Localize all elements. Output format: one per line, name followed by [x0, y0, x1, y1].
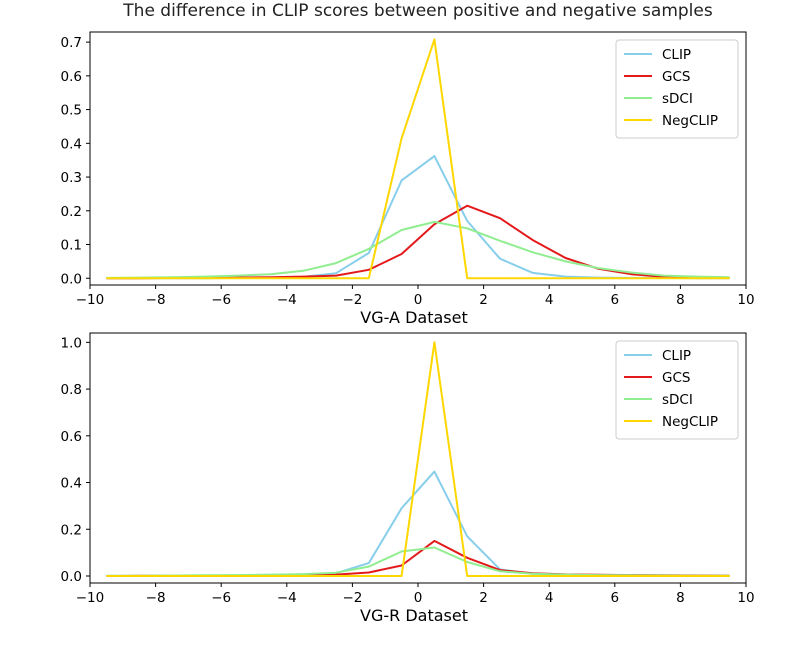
x-tick-label: −8	[146, 292, 166, 308]
x-tick-label: 6	[611, 292, 620, 308]
series-line-negclip	[106, 341, 730, 577]
chart-panel-vg-a: −10 −8 −6 −4 −2 0 2 4 6 8 10 0.0 0.1 0.2 0.3 0.4 0.5 0.6 0…	[61, 31, 755, 327]
y-tick-label: 0.3	[61, 170, 82, 186]
x-tick-label: −8	[146, 590, 166, 606]
legend-label-gcs: GCS	[662, 370, 690, 386]
x-tick-label: −4	[277, 590, 297, 606]
x-tick-label: −4	[277, 292, 297, 308]
legend	[615, 39, 739, 139]
series-line-sdci	[106, 546, 730, 577]
y-tick-label: 0.8	[61, 382, 82, 398]
figure-title: The difference in CLIP scores between po…	[122, 1, 713, 21]
series-line-clip	[106, 155, 730, 280]
y-tick-label: 0.2	[61, 522, 82, 538]
y-tick-label: 0.5	[61, 103, 82, 119]
x-axis-label: VG-A Dataset	[360, 308, 467, 327]
series-line-sdci	[106, 220, 730, 279]
series-line-clip	[106, 470, 730, 577]
legend-label-sdci: sDCI	[662, 392, 693, 408]
legend	[615, 340, 739, 440]
series-line-gcs	[106, 539, 730, 577]
y-tick-label: 0.0	[61, 569, 82, 585]
x-tick-label: 8	[676, 292, 685, 308]
x-tick-label: 0	[414, 292, 423, 308]
x-tick-label: −2	[342, 590, 362, 606]
y-tick-label: 0.1	[61, 238, 82, 254]
x-tick-label: −10	[76, 292, 105, 308]
x-tick-label: 2	[479, 292, 488, 308]
x-tick-label: 2	[479, 590, 488, 606]
series-line-negclip	[106, 38, 730, 280]
y-tick-label: 1.0	[61, 335, 82, 351]
x-axis-label: VG-R Dataset	[360, 606, 468, 625]
legend-label-negclip: NegCLIP	[662, 414, 718, 430]
legend-label-gcs: GCS	[662, 69, 690, 85]
chart-panel-vg-r: −10 −8 −6 −4 −2 0 2 4 6 8 10 0.0 0.2 0.4 0.6 0.8 1.0 VG-R…	[61, 332, 755, 625]
y-tick-label: 0.4	[61, 476, 82, 492]
y-tick-label: 0.0	[61, 271, 82, 287]
legend-label-clip: CLIP	[662, 348, 691, 364]
x-tick-label: −6	[211, 292, 231, 308]
legend-label-negclip: NegCLIP	[662, 113, 718, 129]
y-tick-label: 0.2	[61, 204, 82, 220]
x-tick-label: 8	[676, 590, 685, 606]
x-tick-label: 4	[545, 590, 554, 606]
x-tick-label: 6	[611, 590, 620, 606]
y-tick-label: 0.6	[61, 69, 82, 85]
x-tick-label: −10	[76, 590, 105, 606]
y-tick-label: 0.7	[61, 35, 82, 51]
x-tick-label: −6	[211, 590, 231, 606]
x-tick-label: −2	[342, 292, 362, 308]
legend-label-sdci: sDCI	[662, 91, 693, 107]
x-tick-label: 10	[737, 590, 754, 606]
legend-label-clip: CLIP	[662, 47, 691, 63]
x-tick-label: 4	[545, 292, 554, 308]
y-tick-label: 0.6	[61, 429, 82, 445]
y-tick-label: 0.4	[61, 136, 82, 152]
x-tick-label: 0	[414, 590, 423, 606]
series-line-gcs	[106, 204, 730, 280]
x-tick-label: 10	[737, 292, 754, 308]
